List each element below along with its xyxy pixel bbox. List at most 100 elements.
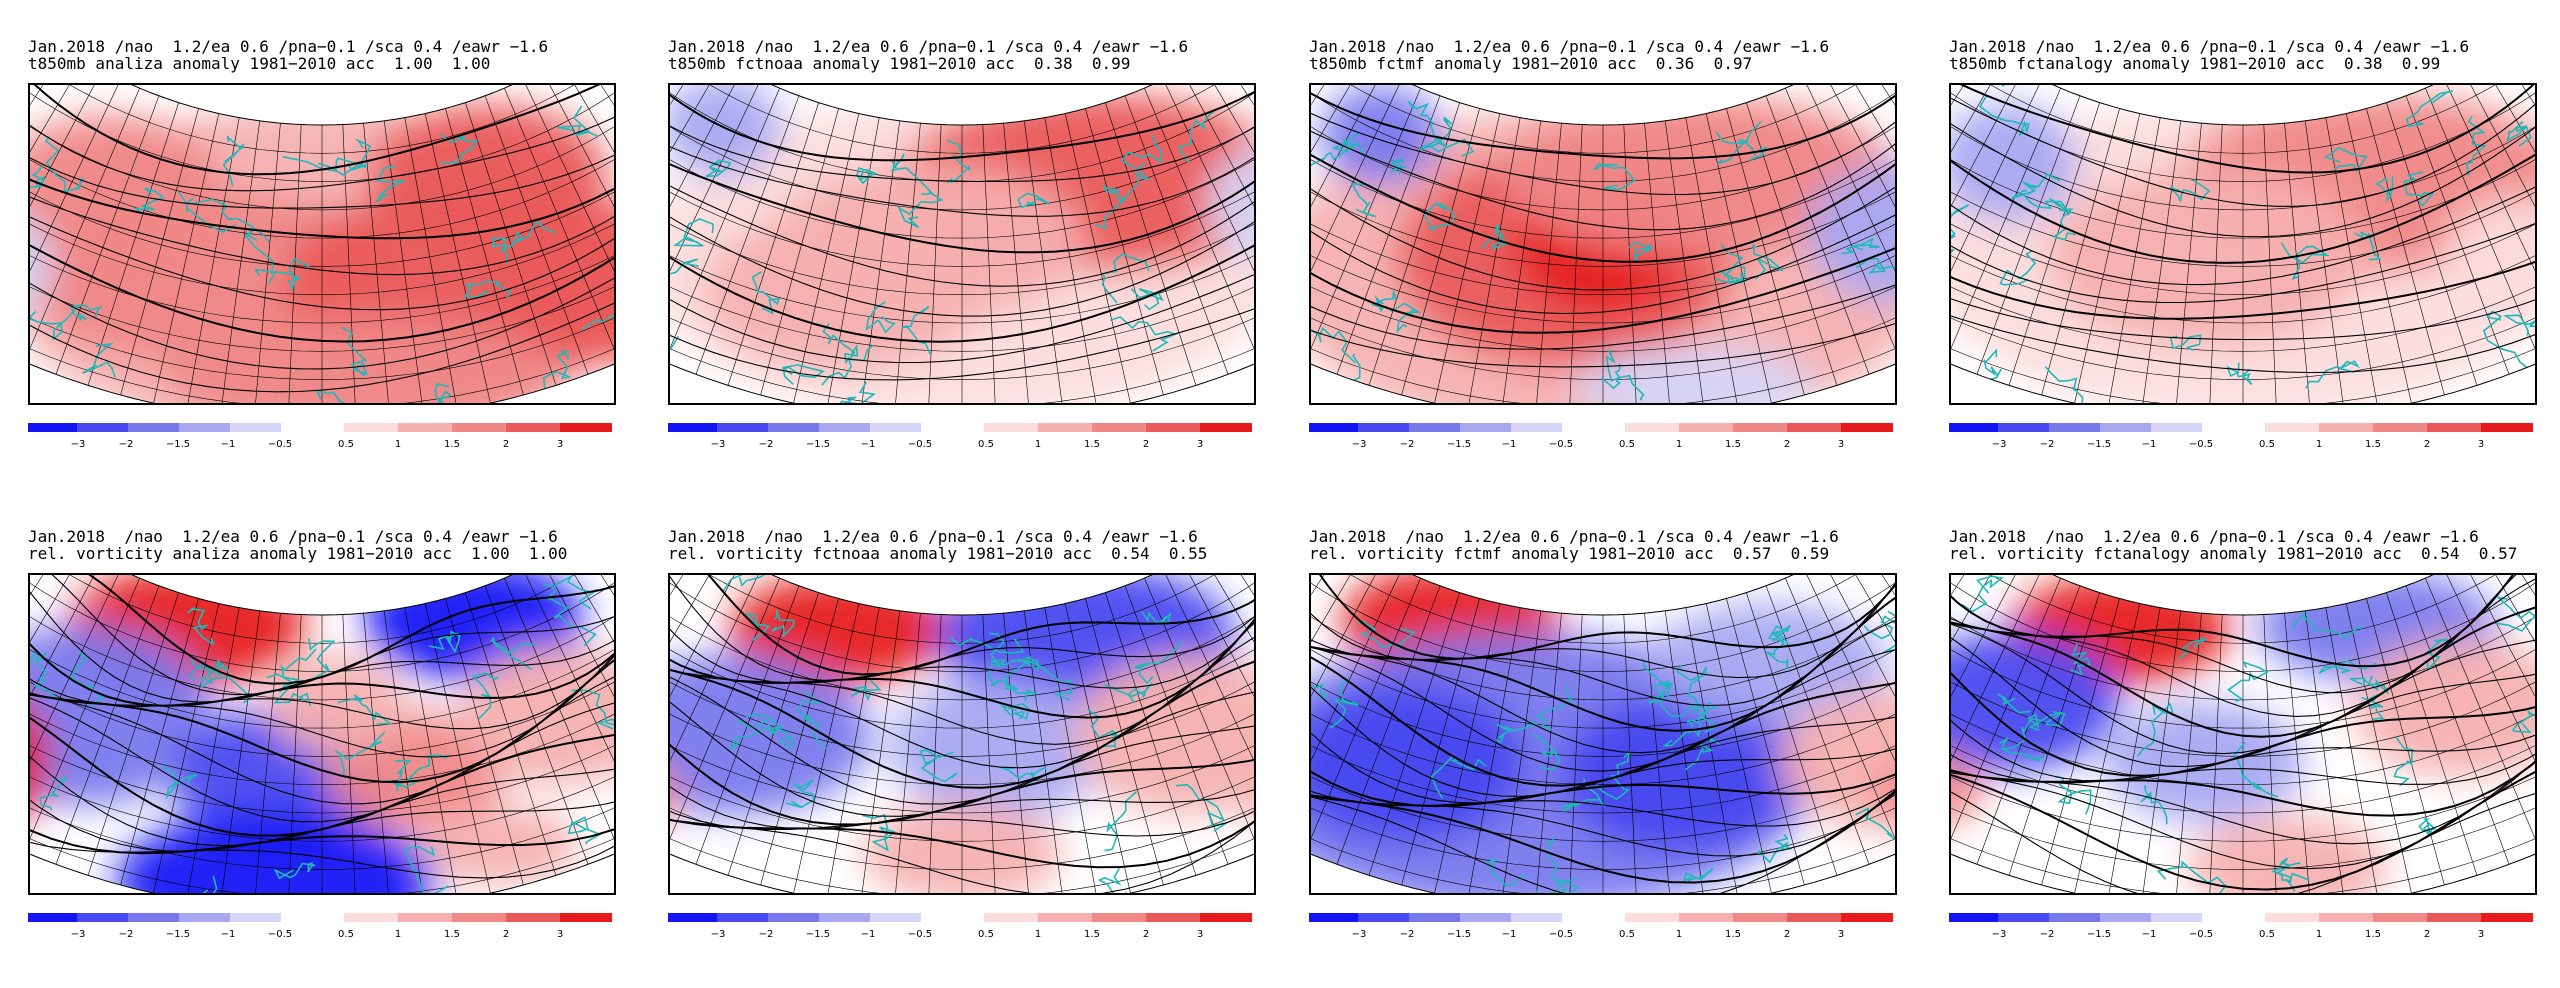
meridian-line: [1311, 85, 1384, 333]
colorbar-label: −3: [1992, 929, 2007, 940]
colorbar-swatch-positive: [398, 423, 452, 432]
panel-title: Jan.2018 /nao 1.2/ea 0.6 /pna−0.1 /sca 0…: [28, 38, 628, 106]
coastline-segment: [771, 610, 795, 638]
parallel-line: [670, 106, 1254, 211]
meridian-line: [1144, 88, 1254, 362]
anomaly-map: [30, 85, 614, 403]
coastline-segment: [82, 342, 116, 378]
coastline-segment: [2405, 90, 2453, 128]
coastline-segment: [1628, 241, 1653, 262]
coastline-segment: [1545, 837, 1577, 888]
parallel-line: [670, 129, 1254, 239]
colorbar-label: −1: [861, 929, 876, 940]
coastline-segment: [2354, 231, 2382, 261]
map-boundary: [1951, 575, 2535, 893]
colorbar-label: 2: [503, 929, 509, 940]
colorbar-svg: −3 −2 −1.5 −1 −0.5 0.5 1 1.5 2 3: [28, 913, 614, 940]
coastline-segment: [2349, 675, 2389, 695]
meridian-line: [2141, 610, 2182, 893]
map-boundary: [670, 575, 1254, 893]
contour-line: [1311, 99, 1895, 196]
coastline-segment: [1999, 737, 2046, 762]
colorbar-swatch-positive: [984, 423, 1038, 432]
colorbar-swatch-positive: [344, 423, 398, 432]
latlon-grid: [30, 85, 614, 403]
meridian-line: [826, 607, 880, 893]
coastline-segment: [670, 258, 699, 297]
colorbar-swatch-negative: [2151, 423, 2202, 432]
contour-line: [670, 588, 1254, 689]
parallel-line: [1311, 106, 1895, 211]
meridian-line: [1044, 607, 1098, 893]
parallel-line: [1311, 688, 1895, 814]
contour-line: [670, 168, 1254, 317]
coastline-segment: [2226, 362, 2253, 385]
coastline-segment: [30, 651, 63, 703]
colorbar-swatch-positive: [452, 913, 506, 922]
meridian-line: [860, 610, 901, 893]
meridian-line: [1951, 575, 2042, 839]
coastline-segment: [2227, 661, 2269, 703]
meridian-line: [2325, 607, 2379, 893]
contour-line: [30, 612, 614, 758]
coastline-segment: [30, 304, 80, 341]
panel-title-line1: Jan.2018 /nao 1.2/ea 0.6 /pna−0.1 /sca 0…: [1309, 527, 1839, 546]
meridian-line: [1664, 610, 1705, 893]
colorbar-swatch-positive: [1625, 913, 1679, 922]
coastline-segment: [821, 344, 859, 386]
coastline-segment: [2305, 360, 2361, 389]
meridian-line: [363, 123, 391, 403]
parallel-line: [1951, 175, 2535, 296]
parallel-line: [1951, 129, 2535, 239]
parallel-line: [30, 175, 614, 296]
colorbar-label: 1.5: [1084, 929, 1100, 940]
coastline-segment: [2052, 208, 2076, 241]
coastline-segment: [581, 309, 614, 331]
meridian-line: [1311, 85, 1348, 299]
meridian-line: [670, 575, 725, 807]
colorbar: −3 −2 −1.5 −1 −0.5 0.5 1 1.5 2 3: [1949, 421, 2535, 451]
coastline-segment: [2375, 176, 2394, 203]
colorbar-label: 2: [1143, 929, 1149, 940]
coastline-segment: [1756, 834, 1793, 864]
meridian-line: [727, 102, 819, 386]
coastline-segment: [463, 280, 512, 299]
colorbar-swatch-positive: [1146, 423, 1200, 432]
meridian-line: [465, 592, 557, 876]
anomaly-region: [1320, 85, 1441, 186]
colorbar-label: −1.5: [1447, 929, 1471, 940]
parallel-line: [30, 665, 614, 786]
map-boundary: [30, 575, 614, 893]
contour-line: [30, 191, 614, 343]
parallel-line: [1951, 688, 2535, 814]
colorbar-swatch-positive: [506, 423, 560, 432]
colorbar-swatch-positive: [2265, 423, 2319, 432]
colorbar-label: −1.5: [806, 929, 830, 940]
coastline-segment: [315, 390, 348, 403]
contour-line: [1311, 656, 1895, 804]
parallel-line: [1953, 85, 2533, 154]
parallel-line: [670, 221, 1254, 352]
anomaly-region: [1574, 346, 1815, 403]
colorbar-label: −1: [2142, 439, 2157, 450]
coastline-segment: [1175, 783, 1228, 832]
contour-line: [670, 653, 1254, 817]
colorbar-label: 2: [2424, 439, 2430, 450]
map-panel: Jan.2018 /nao 1.2/ea 0.6 /pna−0.1 /sca 0…: [1949, 528, 2549, 948]
contour-line: [670, 666, 1254, 826]
contour-line: [670, 248, 1254, 381]
anomaly-region: [702, 212, 983, 373]
anomaly-region: [1807, 162, 1895, 303]
anomaly-region: [461, 645, 614, 786]
meridian-line: [484, 95, 589, 375]
colorbar: −3 −2 −1.5 −1 −0.5 0.5 1 1.5 2 3: [1309, 421, 1895, 451]
colorbar-label: −1.5: [1447, 439, 1471, 450]
contour-line: [1951, 610, 2535, 755]
coastline-segment: [865, 301, 896, 334]
colorbar-label: 1.5: [444, 929, 460, 940]
panel-title-line2: rel. vorticity fctnoaa anomaly 1981−2010…: [668, 544, 1208, 563]
colorbar-label: −1.5: [166, 439, 190, 450]
coastline-segment: [1752, 243, 1784, 280]
meridian-line: [2208, 124, 2223, 403]
colorbar-swatch-positive: [1733, 423, 1787, 432]
